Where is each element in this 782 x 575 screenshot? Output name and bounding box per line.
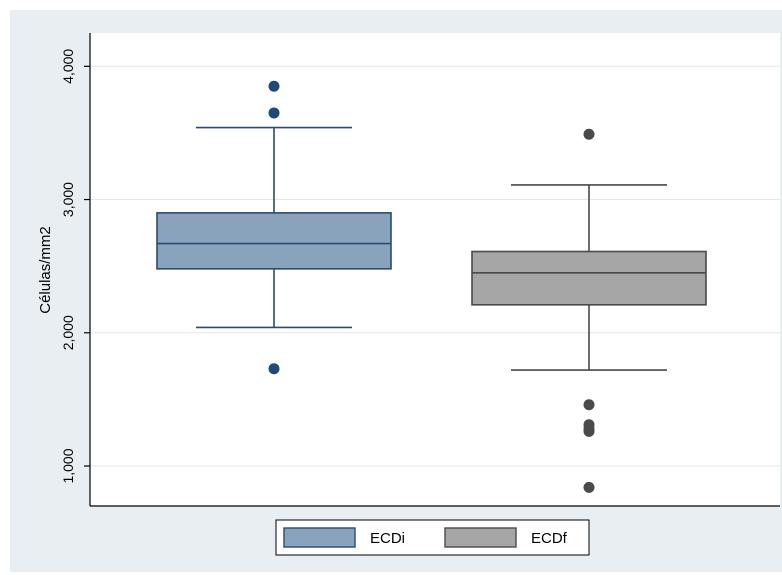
- legend-swatch-ecdf: [444, 527, 517, 548]
- y-tick-label: 2,000: [60, 315, 76, 350]
- legend-label-ecdi: ECDi: [370, 530, 405, 547]
- y-axis-title: Células/mm2: [37, 226, 54, 314]
- legend: ECDi ECDf: [275, 519, 590, 556]
- box-ecdi: [156, 80, 392, 375]
- outlier-point: [583, 481, 595, 493]
- iqr-box: [156, 212, 392, 270]
- outlier-point: [268, 107, 280, 119]
- y-tick-label: 3,000: [60, 182, 76, 217]
- y-tick-label: 1,000: [60, 448, 76, 483]
- y-axis: 1,000 2,000 3,000 4,000: [60, 33, 780, 507]
- box-ecdf: [471, 128, 707, 493]
- outlier-point: [583, 425, 595, 437]
- boxes: [156, 80, 707, 493]
- legend-label-ecdf: ECDf: [531, 530, 568, 547]
- legend-swatch-ecdi: [283, 527, 356, 548]
- outlier-point: [583, 128, 595, 140]
- gridlines: [90, 65, 780, 467]
- iqr-box: [471, 250, 707, 306]
- outlier-point: [268, 363, 280, 375]
- outlier-point: [583, 399, 595, 411]
- y-tick-label: 4,000: [60, 49, 76, 84]
- outlier-point: [268, 80, 280, 92]
